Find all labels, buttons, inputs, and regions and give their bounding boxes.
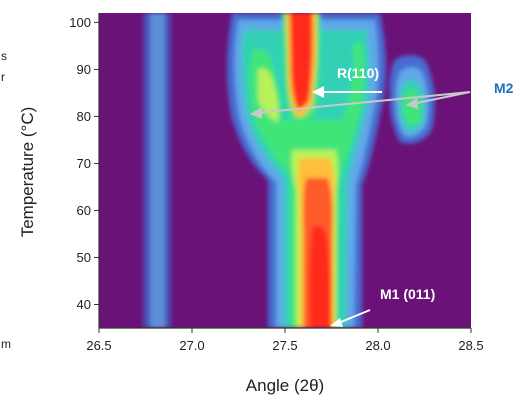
r110-label: R(110): [337, 65, 379, 81]
edge-fragment-1: s: [1, 49, 7, 63]
y-axis-ticks: 40 50 60 70 80 90 100: [69, 15, 99, 312]
x-tick-label: 27.5: [272, 338, 297, 353]
y-axis-title: Temperature (°C): [18, 107, 37, 238]
x-tick-label: 27.0: [179, 338, 204, 353]
annotation-arrows: [250, 86, 471, 327]
y-tick-label: 70: [77, 156, 91, 171]
m1-arrowhead-icon: [330, 318, 343, 327]
y-tick-label: 40: [77, 297, 91, 312]
weak-band-inner: [150, 13, 165, 328]
y-tick-label: 60: [77, 203, 91, 218]
x-tick-label: 28.5: [458, 338, 483, 353]
contour-level-4: [258, 68, 279, 122]
x-axis-title: Angle (2θ): [246, 376, 324, 395]
contour-level-7-lower: [309, 225, 331, 328]
m2-arrow-line-right: [411, 91, 471, 105]
edge-fragment-2: r: [1, 70, 5, 84]
x-tick-label: 28.0: [365, 338, 390, 353]
r110-core: [290, 13, 313, 109]
y-tick-label: 90: [77, 62, 91, 77]
x-axis-ticks: 26.5 27.0 27.5 28.0 28.5: [86, 328, 484, 353]
y-tick-label: 80: [77, 109, 91, 124]
m1-label: M1 (011): [380, 286, 435, 302]
y-tick-label: 100: [69, 15, 91, 30]
y-tick-label: 50: [77, 250, 91, 265]
m2-label: M2: [494, 80, 514, 96]
edge-fragment-3: m: [1, 337, 11, 351]
x-tick-label: 26.5: [86, 338, 111, 353]
m2-arrowhead-right-icon: [406, 98, 418, 109]
r110-arrowhead-icon: [312, 86, 324, 98]
m2-arrowhead-left-icon: [250, 107, 262, 119]
m1-arrow-line: [335, 309, 371, 325]
m2-arrow-line-left: [254, 91, 471, 114]
contour-level-3-right: [402, 89, 421, 126]
